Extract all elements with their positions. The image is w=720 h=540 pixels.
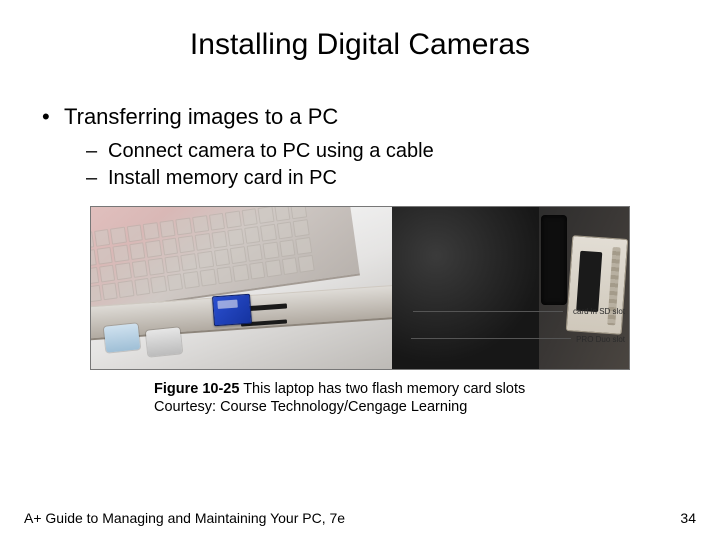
bullet-level2-b: Install memory card in PC bbox=[24, 167, 696, 190]
slide: Installing Digital Cameras Transferring … bbox=[0, 0, 720, 540]
content-area: Transferring images to a PC Connect came… bbox=[0, 80, 720, 416]
figure-caption: Figure 10-25 This laptop has two flash m… bbox=[90, 370, 630, 416]
figure-laptop-side bbox=[91, 207, 392, 369]
callout-pro-label: PRO Duo slot bbox=[576, 335, 625, 344]
page-number: 34 bbox=[680, 510, 696, 526]
sd-card-icon bbox=[212, 294, 252, 327]
camera-card-door bbox=[566, 235, 629, 335]
figure-image: card in SD slot PRO Duo slot bbox=[90, 206, 630, 370]
callout-line-pro bbox=[411, 338, 571, 339]
callout-line-sd bbox=[413, 311, 563, 312]
bullet-level2-a: Connect camera to PC using a cable bbox=[24, 140, 696, 163]
slide-title: Installing Digital Cameras bbox=[0, 0, 720, 80]
intel-sticker-icon bbox=[104, 323, 141, 352]
figure-number: Figure 10-25 bbox=[154, 381, 239, 397]
footer-left: A+ Guide to Managing and Maintaining You… bbox=[24, 510, 345, 526]
figure-container: card in SD slot PRO Duo slot Figure 10-2… bbox=[24, 206, 696, 416]
bullet-level1: Transferring images to a PC bbox=[24, 104, 696, 130]
figure-camera-side bbox=[392, 207, 629, 369]
spec-sticker-icon bbox=[146, 327, 183, 356]
camera-grip bbox=[541, 215, 567, 305]
callout-sd-label: card in SD slot bbox=[573, 307, 625, 316]
figure-credit: Courtesy: Course Technology/Cengage Lear… bbox=[154, 399, 467, 415]
camera-body bbox=[392, 207, 539, 369]
figure-caption-text: This laptop has two flash memory card sl… bbox=[239, 381, 525, 397]
slide-footer: A+ Guide to Managing and Maintaining You… bbox=[24, 510, 696, 526]
